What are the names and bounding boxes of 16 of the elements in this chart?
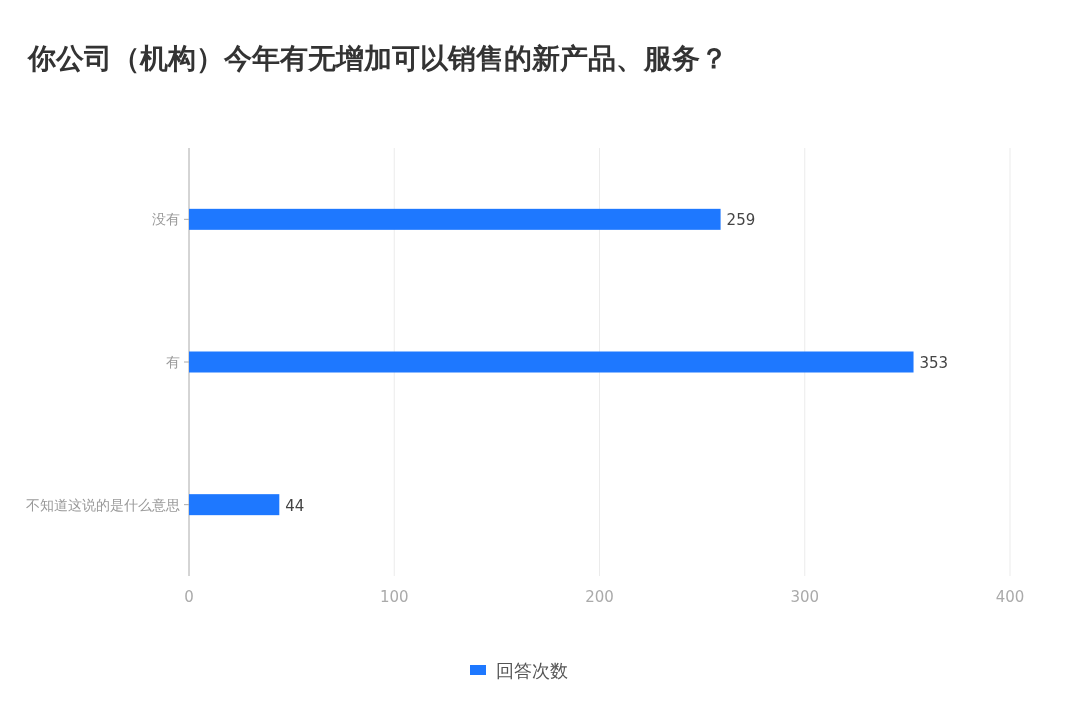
y-tick-label: 没有: [152, 211, 180, 228]
x-tick-label: 100: [379, 588, 409, 606]
data-label: 44: [285, 496, 305, 515]
x-tick-label: 200: [585, 588, 614, 606]
x-tick-label: 400: [995, 588, 1025, 606]
x-tick-label: 0: [184, 588, 194, 606]
y-tick-label: 有: [166, 354, 180, 370]
chart-title: 你公司（机构）今年有无增加可以销售的新产品、服务？: [26, 42, 728, 75]
data-label: 259: [726, 211, 756, 230]
data-label: 353: [919, 354, 949, 372]
y-tick-label: 不知道这说的是什么意思: [26, 496, 180, 513]
bar: [189, 494, 280, 516]
legend-label: 回答次数: [496, 660, 568, 681]
bar: [189, 208, 721, 230]
x-tick-label: 300: [790, 588, 820, 606]
bar: [189, 351, 914, 373]
